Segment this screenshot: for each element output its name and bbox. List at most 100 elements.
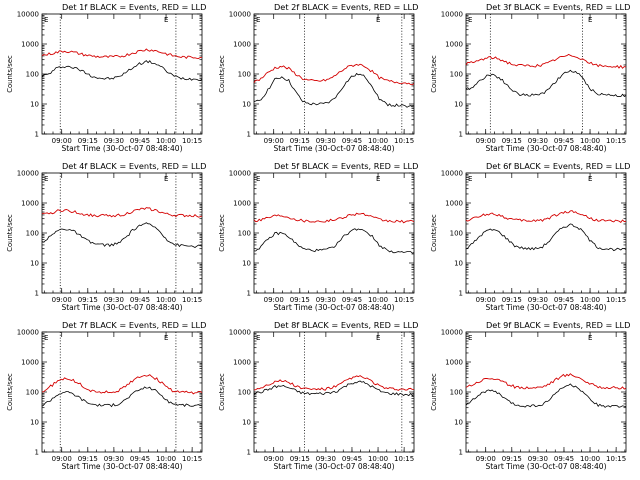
panel-title: Det 4f BLACK = Events, RED = LLD xyxy=(62,161,206,171)
y-tick-label: 1 xyxy=(459,290,463,298)
y-tick-label: 100 xyxy=(26,389,39,397)
panel-title: Det 8f BLACK = Events, RED = LLD xyxy=(274,320,418,330)
y-tick-label: 10 xyxy=(30,101,39,109)
y-tick-label: 1000 xyxy=(233,41,251,49)
series-lld-line xyxy=(465,210,627,224)
x-tick-label: 09:45 xyxy=(130,296,150,304)
y-tick-label: 10 xyxy=(454,419,463,427)
corner-mark-left: E xyxy=(256,175,260,183)
x-tick-label: 09:00 xyxy=(52,137,72,145)
y-tick-label: 1000 xyxy=(445,200,463,208)
plot-frame xyxy=(465,13,627,135)
x-tick-label: 10:00 xyxy=(156,455,176,463)
y-tick-label: 10 xyxy=(454,260,463,268)
x-tick-label: 09:00 xyxy=(52,296,72,304)
x-tick-label: 09:45 xyxy=(342,137,362,145)
x-tick-label: 10:15 xyxy=(394,455,414,463)
y-tick-label: 1 xyxy=(247,290,251,298)
y-tick-label: 100 xyxy=(238,389,251,397)
x-tick-label: 09:30 xyxy=(316,455,336,463)
series-events-line xyxy=(465,223,627,252)
y-tick-label: 10 xyxy=(30,260,39,268)
y-tick-label: 1000 xyxy=(233,359,251,367)
x-axis-label: Start Time (30-Oct-07 08:48:40) xyxy=(485,303,606,312)
y-tick-label: 1 xyxy=(35,449,39,457)
corner-mark-left: E xyxy=(468,16,472,24)
panel-title: Det 9f BLACK = Events, RED = LLD xyxy=(486,320,630,330)
x-tick-label: 10:15 xyxy=(182,137,202,145)
x-tick-label: 09:15 xyxy=(290,296,310,304)
x-tick-label: 09:00 xyxy=(476,455,496,463)
panel-title: Det 5f BLACK = Events, RED = LLD xyxy=(274,161,418,171)
y-tick-label: 1 xyxy=(459,131,463,139)
x-tick-label: 09:45 xyxy=(130,137,150,145)
x-axis-label: Start Time (30-Oct-07 08:48:40) xyxy=(273,462,394,471)
panel-det-1f: Det 1f BLACK = Events, RED = LLD E E 1 10 100… xyxy=(6,2,206,153)
x-tick-label: 09:45 xyxy=(342,455,362,463)
x-tick-label: 10:00 xyxy=(368,296,388,304)
x-tick-label: 09:00 xyxy=(264,455,284,463)
x-tick-label: 10:00 xyxy=(580,455,600,463)
y-axis-label: Counts/sec xyxy=(6,55,14,93)
x-tick-label: 09:30 xyxy=(104,296,124,304)
series-lld-line xyxy=(253,212,415,224)
y-axis-label: Counts/sec xyxy=(218,214,226,252)
panel-title: Det 1f BLACK = Events, RED = LLD xyxy=(62,2,206,12)
x-axis-label: Start Time (30-Oct-07 08:48:40) xyxy=(61,462,182,471)
corner-mark-right: E xyxy=(588,16,592,24)
y-tick-label: 10000 xyxy=(229,329,251,337)
y-tick-label: 1 xyxy=(35,131,39,139)
x-tick-label: 09:45 xyxy=(130,455,150,463)
corner-mark-right: E xyxy=(376,175,380,183)
x-tick-label: 10:15 xyxy=(394,296,414,304)
x-tick-label: 09:00 xyxy=(52,455,72,463)
x-tick-label: 10:15 xyxy=(182,296,202,304)
x-tick-label: 09:00 xyxy=(476,296,496,304)
panel-det-7f: Det 7f BLACK = Events, RED = LLD E E 1 10 100… xyxy=(6,320,206,471)
corner-mark-left: E xyxy=(44,16,48,24)
corner-mark-left: E xyxy=(256,16,260,24)
y-tick-label: 1 xyxy=(247,131,251,139)
panel-det-6f: Det 6f BLACK = Events, RED = LLD E E 1 10 100… xyxy=(430,161,630,312)
y-tick-label: 1000 xyxy=(21,200,39,208)
series-events-line xyxy=(465,69,627,98)
series-events-line xyxy=(253,228,415,254)
x-tick-label: 10:00 xyxy=(156,137,176,145)
y-tick-label: 10000 xyxy=(441,329,463,337)
series-lld-line xyxy=(41,48,203,59)
corner-mark-left: E xyxy=(468,175,472,183)
y-tick-label: 1 xyxy=(35,290,39,298)
y-tick-label: 1000 xyxy=(233,200,251,208)
y-tick-label: 100 xyxy=(238,230,251,238)
x-tick-label: 10:00 xyxy=(156,296,176,304)
x-axis-label: Start Time (30-Oct-07 08:48:40) xyxy=(61,144,182,153)
panel-det-5f: Det 5f BLACK = Events, RED = LLD E E 1 10 100… xyxy=(218,161,418,312)
y-tick-label: 10000 xyxy=(17,11,39,19)
plot-frame xyxy=(41,13,203,135)
x-tick-label: 09:00 xyxy=(476,137,496,145)
x-tick-label: 09:30 xyxy=(104,137,124,145)
y-axis-label: Counts/sec xyxy=(218,55,226,93)
plot-frame xyxy=(253,13,415,135)
y-tick-label: 10 xyxy=(30,419,39,427)
y-axis-label: Counts/sec xyxy=(430,214,438,252)
y-tick-label: 100 xyxy=(450,230,463,238)
panel-title: Det 3f BLACK = Events, RED = LLD xyxy=(486,2,630,12)
x-tick-label: 09:15 xyxy=(78,296,98,304)
y-tick-label: 1000 xyxy=(21,359,39,367)
x-tick-label: 10:15 xyxy=(606,455,626,463)
series-lld-line xyxy=(253,63,415,86)
panel-det-9f: Det 9f BLACK = Events, RED = LLD E E 1 10 100… xyxy=(430,320,630,471)
y-tick-label: 1000 xyxy=(445,41,463,49)
x-tick-label: 10:15 xyxy=(606,296,626,304)
y-axis-label: Counts/sec xyxy=(430,373,438,411)
series-lld-line xyxy=(465,53,627,69)
y-tick-label: 10000 xyxy=(17,329,39,337)
x-tick-label: 09:15 xyxy=(290,455,310,463)
plot-frame xyxy=(253,331,415,453)
series-lld-line xyxy=(253,375,415,391)
plot-frame xyxy=(465,331,627,453)
x-tick-label: 09:30 xyxy=(528,455,548,463)
panel-title: Det 6f BLACK = Events, RED = LLD xyxy=(486,161,630,171)
